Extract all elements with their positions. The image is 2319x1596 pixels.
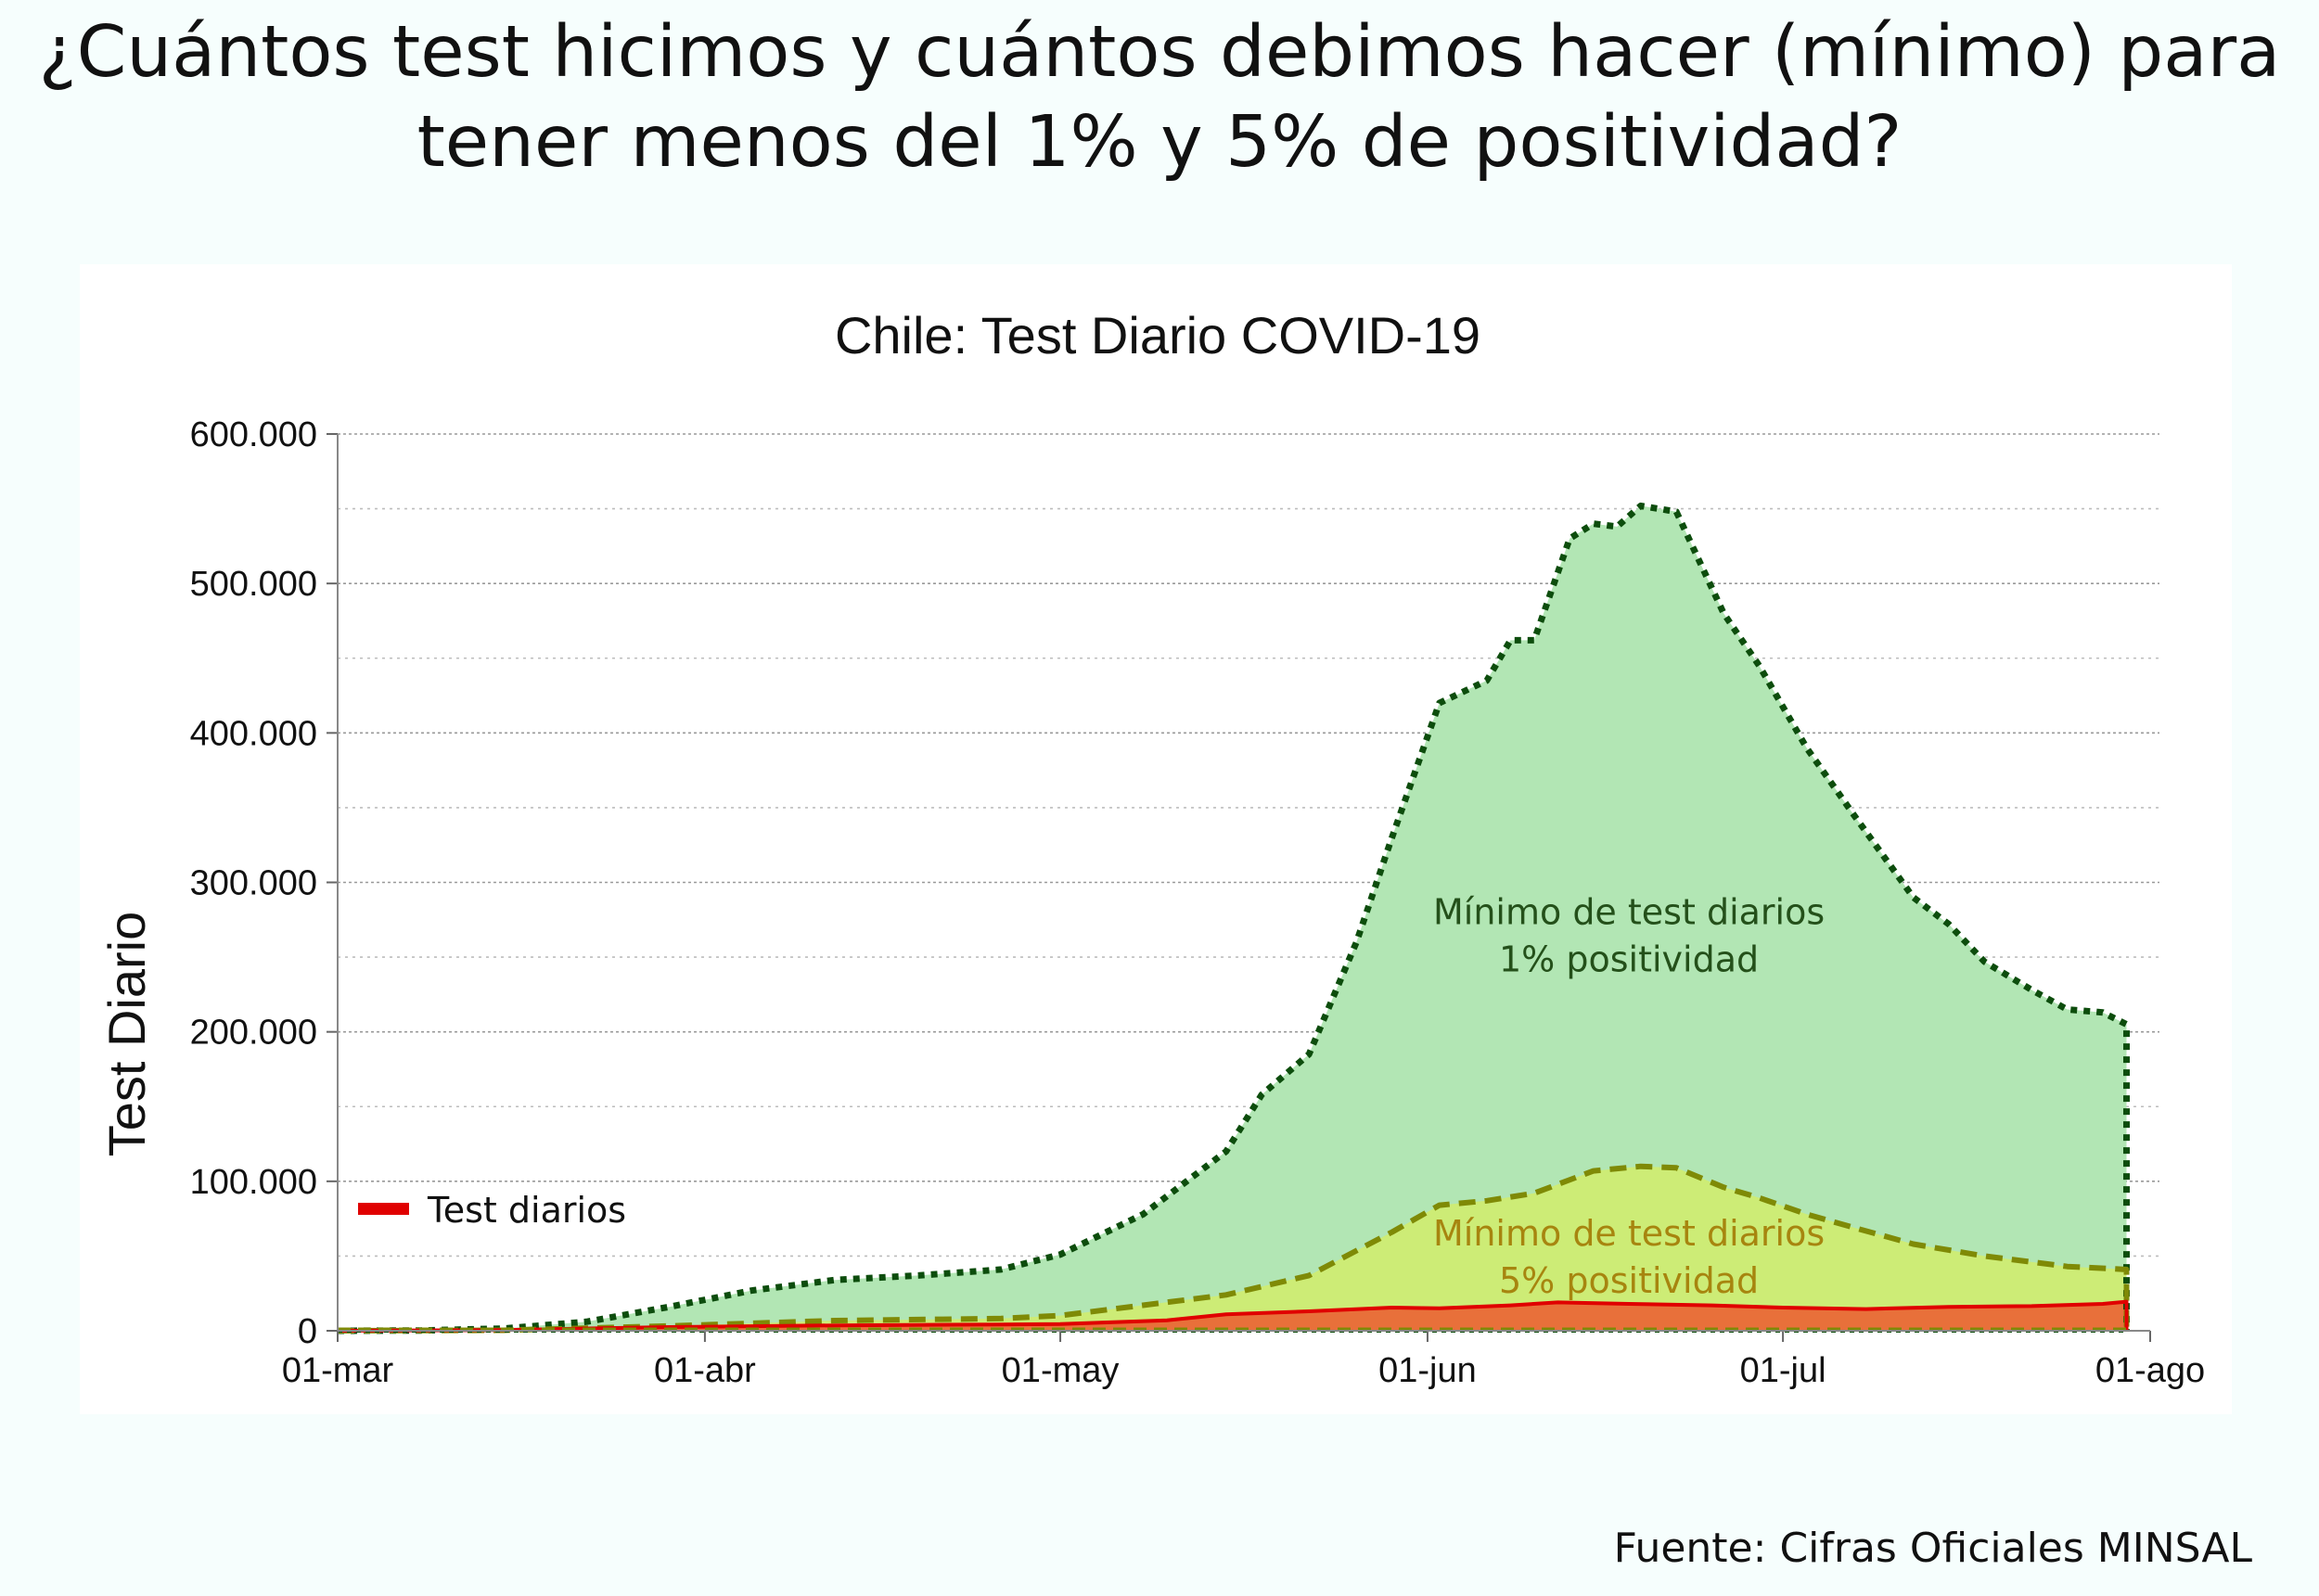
headline-line-2: tener menos del 1% y 5% de positividad? bbox=[416, 101, 1903, 184]
y-tick-label: 400.000 bbox=[190, 714, 317, 753]
y-tick-label: 500.000 bbox=[190, 565, 317, 604]
annotations: Mínimo de test diarios 1% positividad Míni… bbox=[1433, 892, 1825, 1302]
axes bbox=[327, 433, 2151, 1342]
x-tick-label: 01-jul bbox=[1740, 1351, 1826, 1390]
annotation-1pct-line-2: 1% positividad bbox=[1499, 939, 1759, 980]
chart-title: Chile: Test Diario COVID-19 bbox=[835, 306, 1480, 364]
series-1pct-area bbox=[338, 505, 2127, 1331]
annotation-1pct-line-1: Mínimo de test diarios bbox=[1433, 892, 1825, 933]
series-5pct-line bbox=[337, 1163, 2130, 1334]
legend: Test diarios bbox=[358, 1190, 626, 1231]
chart-panel: Chile: Test Diario COVID-19 Test Diario … bbox=[80, 264, 2232, 1414]
y-tick-label: 100.000 bbox=[190, 1163, 317, 1202]
series-5pct-area bbox=[338, 1166, 2127, 1331]
series-tests-line bbox=[337, 1299, 2129, 1333]
x-tick-label: 01-jun bbox=[1378, 1351, 1477, 1390]
x-tick-label: 01-ago bbox=[2095, 1351, 2205, 1390]
series-tests-area bbox=[338, 1301, 2127, 1331]
x-tick-label: 01-abr bbox=[654, 1351, 756, 1390]
legend-swatch-tests bbox=[358, 1203, 409, 1215]
annotation-5pct-line-1: Mínimo de test diarios bbox=[1433, 1213, 1825, 1254]
headline-line-1: ¿Cuántos test hicimos y cuántos debimos … bbox=[38, 11, 2281, 94]
headline: ¿Cuántos test hicimos y cuántos debimos … bbox=[0, 7, 2319, 187]
y-axis-label: Test Diario bbox=[97, 912, 156, 1157]
y-tick-label: 600.000 bbox=[190, 415, 317, 454]
legend-label-tests: Test diarios bbox=[427, 1190, 626, 1231]
source-note: Fuente: Cifras Oficiales MINSAL bbox=[1613, 1525, 2252, 1572]
chart: Chile: Test Diario COVID-19 Test Diario … bbox=[97, 306, 2206, 1390]
y-tick-label: 200.000 bbox=[190, 1014, 317, 1053]
annotation-5pct-line-2: 5% positividad bbox=[1499, 1260, 1759, 1301]
y-tick-label: 300.000 bbox=[190, 864, 317, 903]
tick-labels: 0 100.000 200.000 300.000 400.000 500.000 600.… bbox=[190, 415, 2206, 1390]
series-areas bbox=[338, 505, 2127, 1331]
x-tick-label: 01-mar bbox=[282, 1351, 394, 1390]
y-tick-label: 0 bbox=[298, 1312, 317, 1351]
series-1pct-line bbox=[337, 502, 2130, 1334]
x-tick-label: 01-may bbox=[1002, 1351, 1120, 1390]
